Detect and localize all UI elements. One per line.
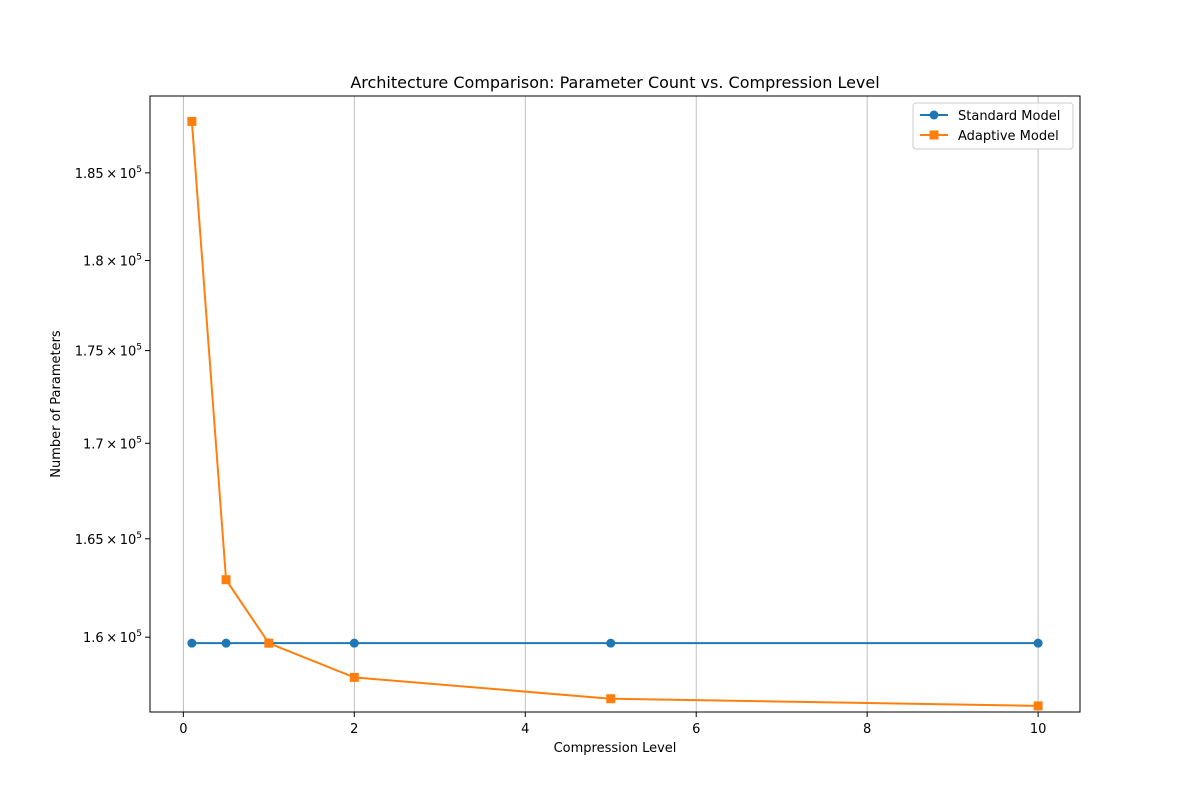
plot-frame (149, 95, 1081, 713)
series-layer (187, 116, 1043, 711)
x-axis: 0 2 4 6 8 10 (179, 712, 1046, 737)
data-point (606, 638, 616, 648)
legend-frame (912, 102, 1074, 150)
x-tick-label: 4 (521, 722, 529, 737)
data-point (187, 638, 197, 648)
legend-marker (929, 110, 939, 120)
series-line-1 (190, 121, 1039, 707)
x-tick-label: 2 (350, 722, 358, 737)
legend-label: Adaptive Model (958, 129, 1059, 144)
x-axis-label: Compression Level (554, 741, 677, 756)
data-point (349, 638, 359, 648)
grid-layer (182, 96, 1039, 712)
y-axis: 1.6 × 105 1.65 × 105 1.7 × 105 1.75 × 105 1.… (75, 165, 150, 646)
data-point (221, 638, 231, 648)
y-tick-label: 1.65 × 105 (75, 531, 142, 548)
legend-marker (929, 130, 939, 140)
x-tick-label: 10 (1030, 722, 1047, 737)
legend-label: Standard Model (958, 109, 1060, 124)
x-tick-label: 8 (863, 722, 871, 737)
data-point (1033, 701, 1043, 711)
data-point (1033, 638, 1043, 648)
legend: Standard Model Adaptive Model (912, 102, 1074, 150)
data-point (187, 116, 197, 126)
y-tick-label: 1.6 × 105 (83, 629, 142, 646)
data-point (606, 694, 616, 704)
y-tick-label: 1.7 × 105 (83, 435, 142, 452)
y-axis-label: Number of Parameters (49, 330, 64, 478)
data-point (221, 575, 231, 585)
data-point (349, 672, 359, 682)
data-point (264, 638, 274, 648)
y-tick-label: 1.85 × 105 (75, 165, 142, 182)
x-tick-label: 0 (179, 722, 187, 737)
x-tick-label: 6 (692, 722, 700, 737)
chart-title: Architecture Comparison: Parameter Count… (350, 73, 879, 92)
y-tick-label: 1.75 × 105 (75, 343, 142, 360)
y-tick-label: 1.8 × 105 (83, 252, 142, 269)
